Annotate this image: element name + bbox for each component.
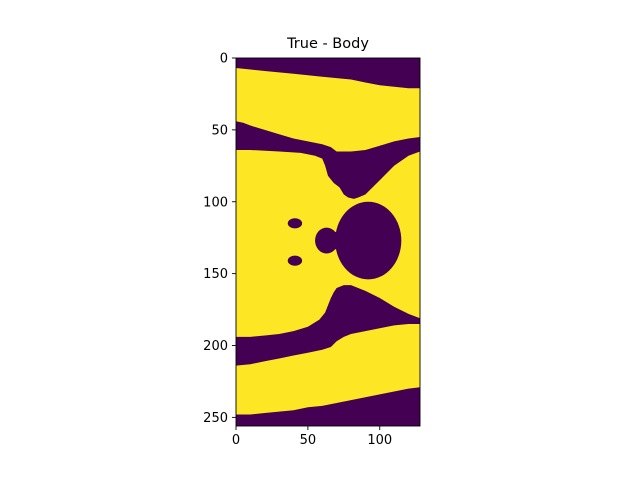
y-tick-label-200: 200 bbox=[203, 339, 228, 354]
x-axis: 0 50 100 bbox=[232, 426, 392, 448]
background-blob-small-top bbox=[287, 218, 303, 229]
axes-frame bbox=[235, 57, 421, 427]
heatmap-image bbox=[236, 58, 420, 426]
x-tick-label-100: 100 bbox=[367, 433, 392, 448]
chart-title: True - Body bbox=[286, 36, 369, 52]
background-blob-bridge bbox=[328, 231, 337, 250]
y-tick-label-250: 250 bbox=[203, 411, 228, 426]
y-tick-label-100: 100 bbox=[203, 195, 228, 210]
heatmap-pixels bbox=[236, 58, 420, 426]
x-tick-label-0: 0 bbox=[232, 433, 240, 448]
background-lower-band bbox=[236, 285, 420, 366]
background-blob-large bbox=[335, 201, 402, 280]
y-tick-label-0: 0 bbox=[220, 52, 228, 67]
background-top-region bbox=[236, 58, 420, 89]
y-tick-label-150: 150 bbox=[203, 267, 228, 282]
background-upper-band bbox=[236, 121, 420, 199]
x-tick-label-50: 50 bbox=[300, 433, 317, 448]
background-bottom-region bbox=[236, 387, 420, 426]
y-tick-label-50: 50 bbox=[211, 123, 228, 138]
y-axis: 0 50 100 150 200 250 bbox=[203, 52, 236, 426]
background-blob-small-bottom bbox=[287, 255, 303, 266]
